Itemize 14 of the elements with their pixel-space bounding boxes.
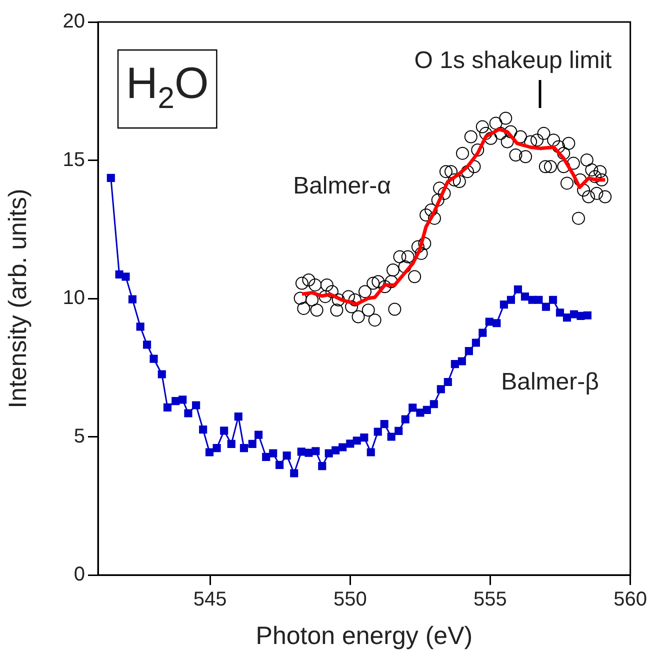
y-tick-label: 0	[74, 564, 85, 586]
x-tick-label: 555	[474, 588, 507, 611]
x-axis-title: Photon energy (eV)	[256, 622, 473, 650]
y-tick-label: 15	[62, 148, 85, 171]
series-label: Balmer-α	[293, 172, 392, 200]
y-tick-label: 10	[62, 287, 85, 310]
y-axis-title: Intensity (arb. units)	[4, 188, 32, 408]
y-tick-label: 20	[62, 10, 85, 33]
y-tick-label: 5	[74, 425, 85, 448]
x-tick-label: 550	[333, 588, 367, 611]
x-tick-label: 560	[614, 588, 648, 611]
x-tick-label: 545	[193, 588, 227, 611]
annotation: O 1s shakeup limit	[414, 47, 612, 74]
series-label: Balmer-β	[501, 368, 599, 396]
